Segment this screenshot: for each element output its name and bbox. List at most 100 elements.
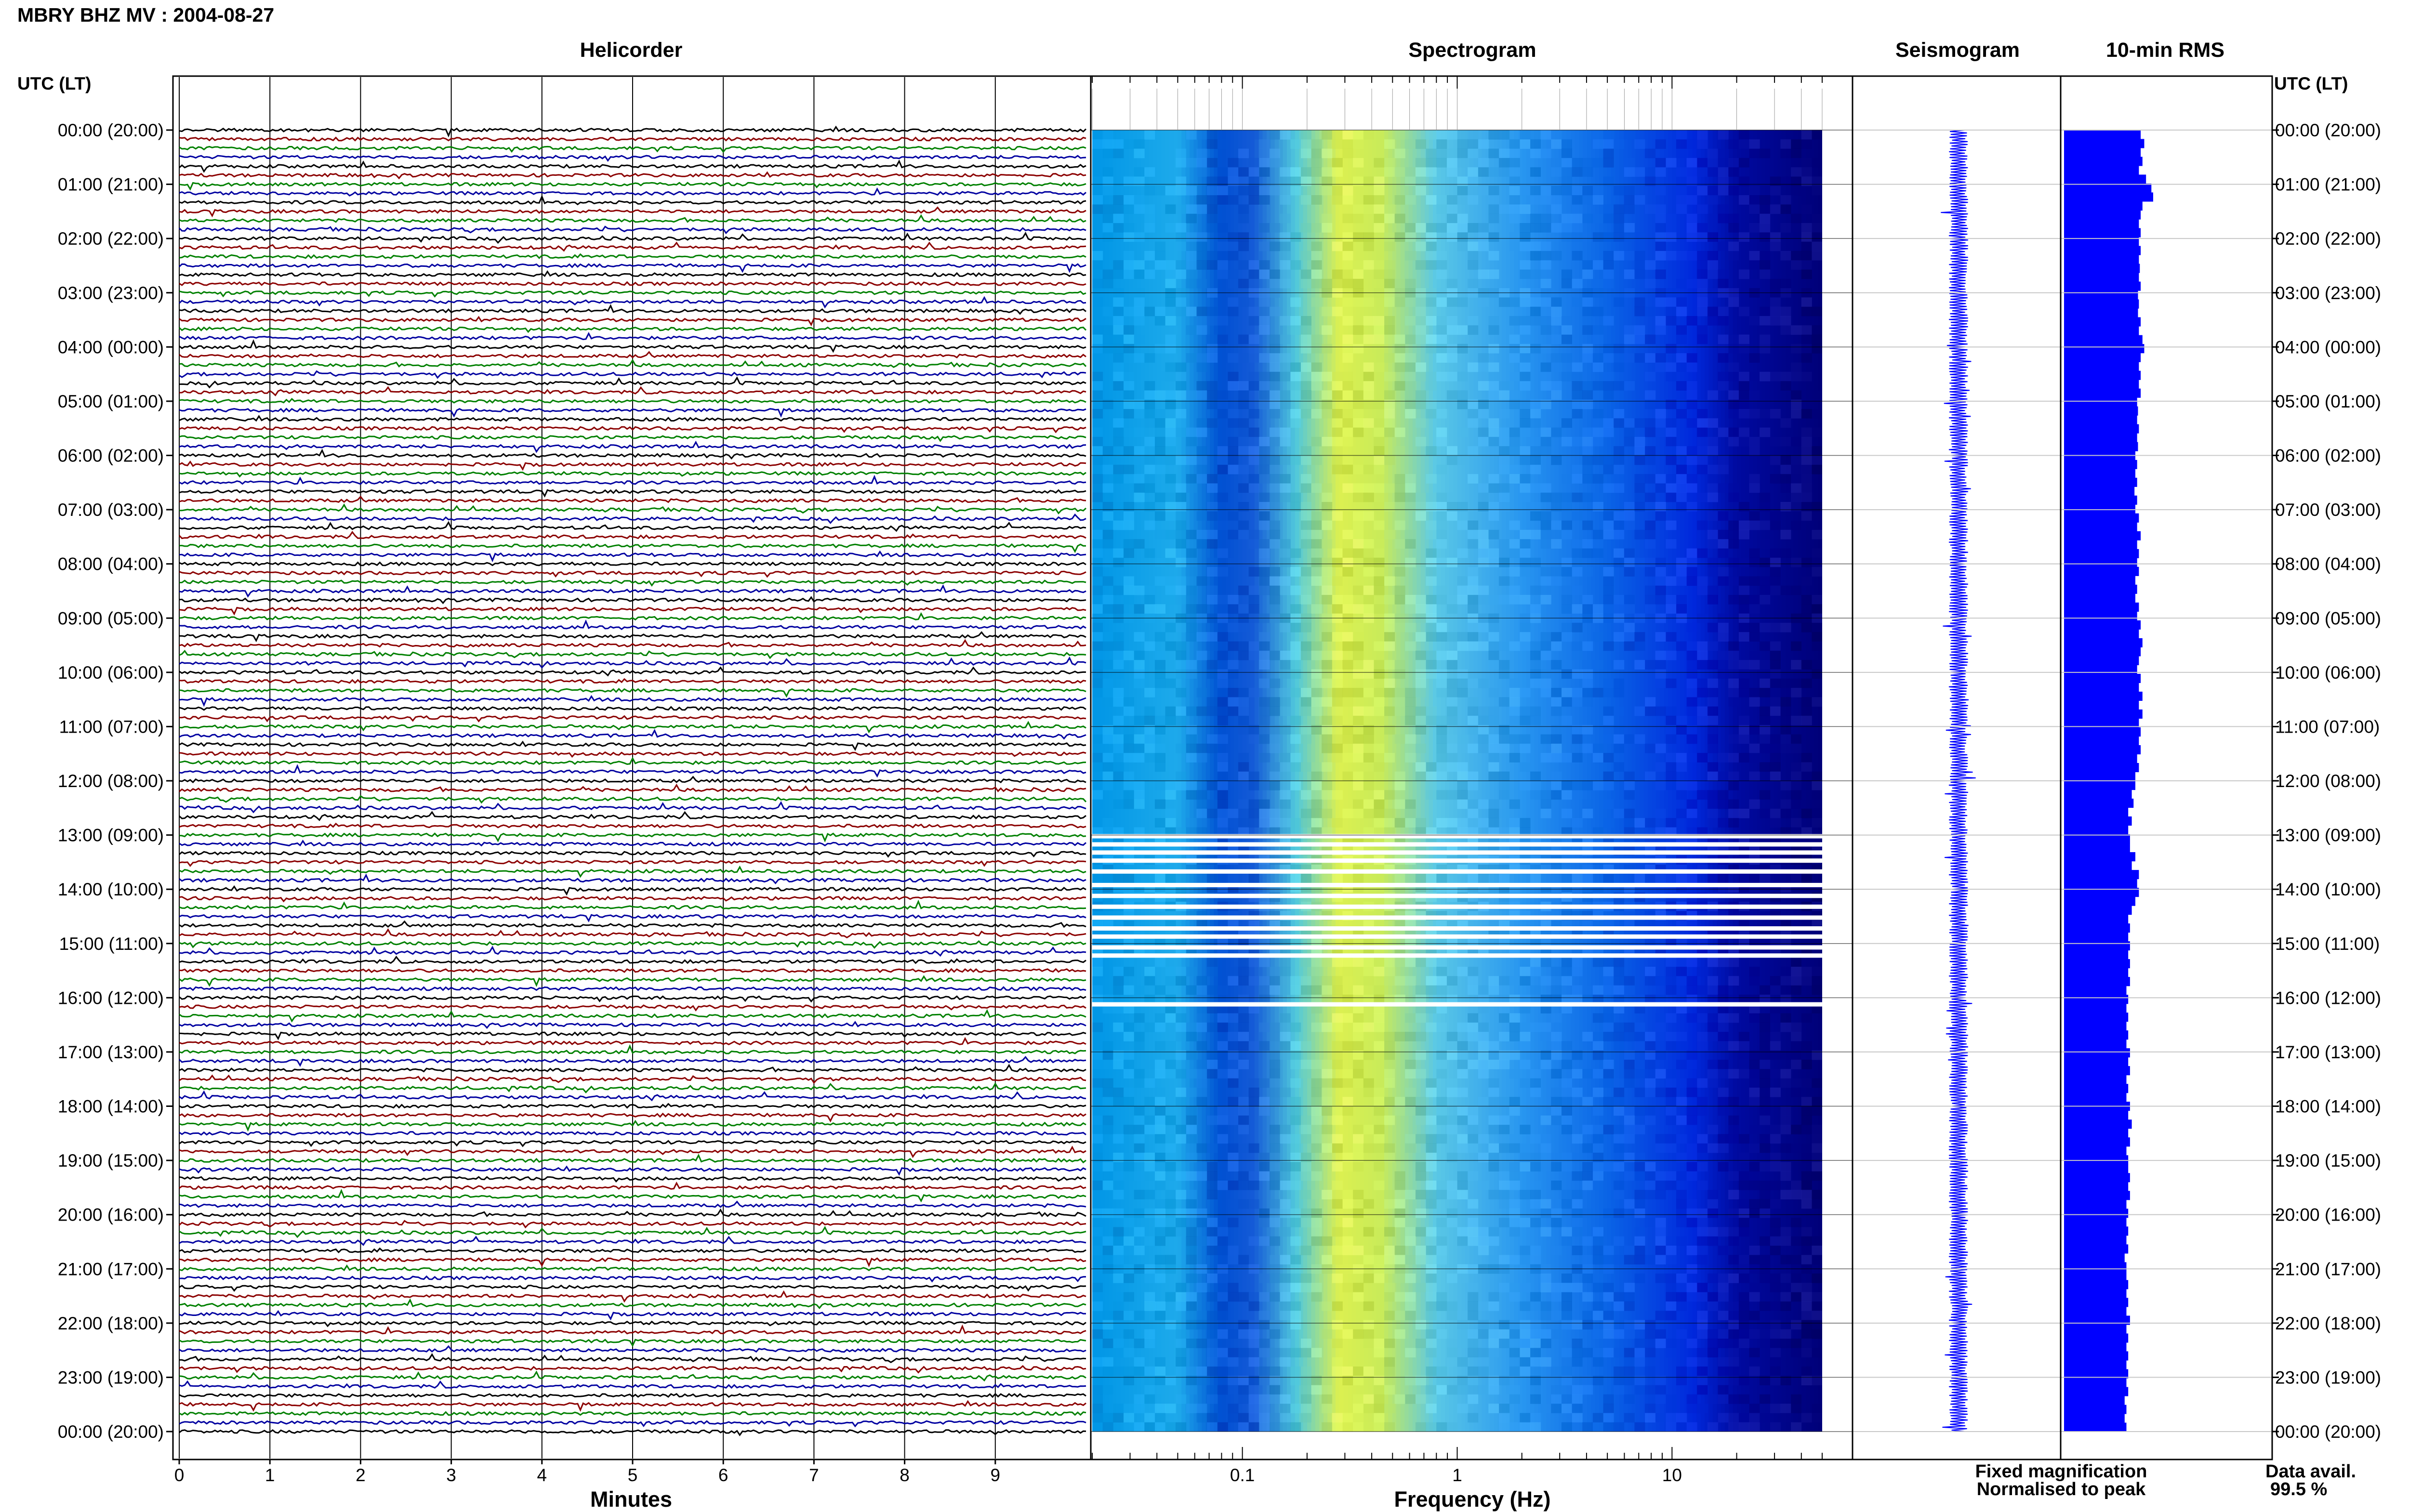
rms-bar	[2064, 772, 2135, 781]
spectrogram-gap	[1092, 842, 1822, 847]
time-label: 22:00 (18:00)	[58, 1314, 164, 1333]
helicorder-trace	[179, 1154, 1086, 1164]
rms-bar	[2064, 1262, 2127, 1272]
time-label: 11:00 (07:00)	[59, 717, 164, 736]
spectrogram-gap	[1092, 1002, 1822, 1007]
helicorder-trace	[179, 688, 1086, 698]
rms-bars	[2064, 130, 2153, 1432]
legend-normalised-to-peak: Normalised to peak	[1977, 1479, 2146, 1499]
time-label: 14:00 (10:00)	[58, 880, 164, 899]
minute-tick-label: 6	[718, 1465, 728, 1485]
helicorder-trace	[179, 639, 1086, 648]
rms-bar	[2064, 638, 2143, 647]
rms-bar	[2064, 531, 2141, 540]
rms-bar	[2064, 353, 2141, 362]
helicorder-x-label: Minutes	[590, 1487, 672, 1512]
helicorder-trace	[178, 326, 1087, 333]
helicorder-trace	[179, 1131, 1086, 1136]
helicorder-trace	[179, 543, 1086, 553]
rms-bar	[2064, 415, 2137, 425]
seismogram-frame	[1852, 75, 2062, 1460]
rms-bar	[2064, 914, 2129, 924]
time-label: 06:00 (02:00)	[2275, 446, 2381, 466]
helicorder-trace	[179, 570, 1086, 578]
data-availability-value: 99.5 %	[2270, 1479, 2327, 1499]
helicorder-trace	[179, 1181, 1086, 1190]
frequency-tick-label: 1	[1452, 1465, 1462, 1485]
helicorder-trace	[179, 822, 1086, 829]
time-label: 00:00 (20:00)	[58, 1422, 164, 1442]
rms-bar	[2064, 1324, 2127, 1334]
rms-bar	[2064, 566, 2139, 576]
rms-bar	[2064, 504, 2135, 514]
rms-bar	[2064, 1173, 2130, 1183]
helicorder-trace	[179, 1298, 1086, 1309]
helicorder-trace	[179, 281, 1086, 286]
rms-bar	[2064, 691, 2143, 701]
rms-bar	[2064, 1351, 2129, 1361]
helicorder-trace	[179, 986, 1086, 991]
rms-bar	[2064, 1280, 2129, 1289]
rms-bar	[2064, 335, 2143, 344]
helicorder-trace	[179, 865, 1086, 878]
helicorder-trace	[179, 631, 1086, 643]
helicorder-trace	[179, 955, 1086, 964]
time-label: 10:00 (06:00)	[58, 663, 164, 683]
rms-bar	[2064, 834, 2130, 844]
helicorder-trace	[179, 155, 1086, 162]
rms-bar	[2064, 763, 2139, 773]
helicorder-trace	[179, 386, 1086, 396]
rms-bar	[2064, 896, 2135, 906]
rms-bar	[2064, 647, 2141, 657]
helicorder-trace	[179, 1112, 1086, 1123]
helicorder-trace	[179, 1257, 1086, 1267]
time-label: 17:00 (13:00)	[58, 1042, 164, 1062]
rms-bar	[2064, 816, 2132, 826]
seismogram-title: Seismogram	[1895, 39, 2020, 62]
rms-bar	[2064, 888, 2139, 897]
spectrogram-gap	[1092, 926, 1822, 931]
rms-bar	[2064, 166, 2139, 175]
time-label: 02:00 (22:00)	[58, 229, 164, 249]
rms-bar	[2064, 584, 2137, 594]
helicorder-trace	[179, 596, 1086, 605]
helicorder-trace	[179, 650, 1086, 659]
helicorder-trace	[179, 757, 1086, 765]
rms-bar	[2064, 807, 2129, 817]
rms-bar	[2064, 1057, 2129, 1066]
time-label: 09:00 (05:00)	[2275, 608, 2381, 628]
helicorder-trace	[179, 1103, 1086, 1109]
rms-bar	[2064, 986, 2127, 995]
helicorder-trace	[178, 225, 1086, 235]
time-label: 15:00 (11:00)	[59, 934, 164, 954]
time-label: 21:00 (17:00)	[58, 1259, 164, 1279]
time-label: 19:00 (15:00)	[58, 1151, 164, 1170]
rms-bar	[2064, 861, 2132, 870]
rms-bar	[2064, 1146, 2127, 1156]
rms-bar	[2064, 1396, 2125, 1406]
helicorder-trace	[179, 206, 1086, 218]
time-label: 01:00 (21:00)	[58, 175, 164, 195]
helicorder-trace	[179, 136, 1086, 142]
rms-bar	[2064, 1021, 2127, 1031]
rms-bar	[2064, 237, 2139, 247]
spectrogram-gap	[1092, 869, 1822, 874]
time-label: 16:00 (12:00)	[58, 988, 164, 1008]
helicorder-trace	[179, 850, 1086, 858]
rms-bar	[2064, 540, 2137, 550]
rms-bar	[2064, 362, 2139, 371]
helicorder-trace	[179, 1324, 1086, 1335]
helicorder-trace	[179, 1064, 1086, 1073]
helicorder-trace	[178, 1056, 1086, 1067]
helicorder-trace	[179, 440, 1086, 453]
rms-bar	[2064, 1075, 2127, 1084]
right-utc-axis-label: UTC (LT)	[2274, 74, 2348, 93]
time-label: 20:00 (16:00)	[2275, 1205, 2381, 1225]
rms-bar	[2064, 852, 2135, 862]
rms-bar	[2064, 789, 2132, 799]
helicorder-trace	[179, 895, 1086, 903]
helicorder-trace	[179, 1420, 1086, 1428]
helicorder-trace	[179, 1310, 1086, 1321]
helicorder-trace	[179, 1225, 1086, 1238]
rms-bar	[2064, 1003, 2127, 1013]
